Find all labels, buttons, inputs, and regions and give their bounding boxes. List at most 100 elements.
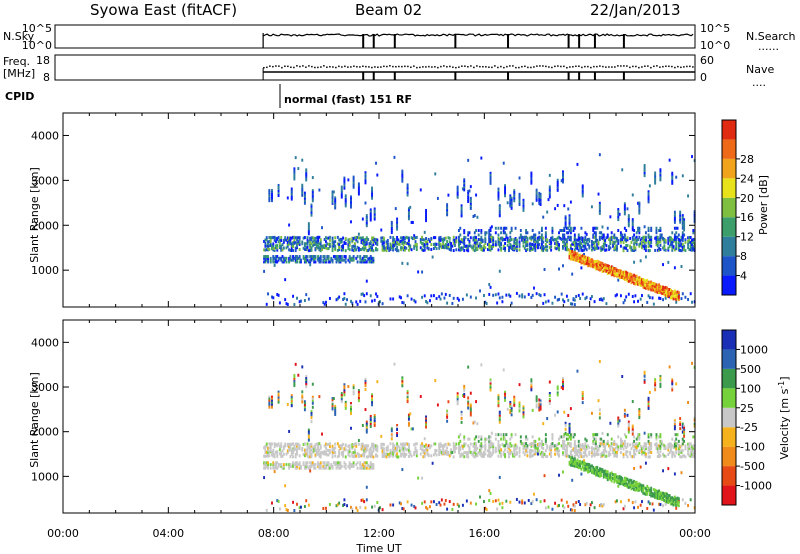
velocity-cell (639, 483, 642, 487)
power-cell (484, 237, 487, 241)
nave-dot (302, 65, 304, 67)
power-cell (468, 231, 471, 235)
power-cell (350, 197, 352, 201)
power-cell (669, 288, 672, 292)
velocity-cell (656, 491, 659, 495)
velocity-cell (605, 470, 608, 474)
power-cell (688, 240, 691, 244)
power-cell (518, 244, 521, 248)
power-cell (604, 269, 607, 273)
power-cell (484, 246, 487, 250)
power-cell (340, 256, 343, 260)
power-cell (691, 248, 693, 252)
velocity-cell (647, 400, 650, 404)
power-cell (267, 246, 269, 250)
power-cell (468, 189, 471, 193)
power-cell (580, 254, 583, 258)
nave-dot (407, 65, 409, 68)
velocity-cell (634, 452, 637, 456)
date-title: 22/Jan/2013 (590, 1, 681, 19)
power-cell (450, 246, 453, 250)
velocity-cell (288, 464, 291, 468)
velocity-cell (334, 408, 337, 412)
velocity-cell (585, 465, 588, 469)
power-cell (326, 242, 329, 246)
power-cell (598, 265, 601, 269)
velocity-cell (365, 422, 368, 426)
power-cell (310, 236, 313, 240)
power-cell (396, 225, 399, 229)
power-cell (613, 266, 616, 270)
power-cell (272, 258, 275, 262)
velocity-cell (542, 455, 545, 459)
power-cell (311, 197, 314, 201)
velocity-cell (319, 444, 322, 448)
velocity-cell (583, 468, 585, 472)
velocity-cell (647, 404, 650, 408)
velocity-cell (469, 411, 472, 415)
power-cell (522, 237, 525, 241)
velocity-cell (473, 449, 476, 453)
velocity-cell (659, 444, 662, 448)
velocity-cell (596, 465, 599, 469)
velocity-cell (336, 463, 339, 467)
velocity-cell (483, 454, 485, 458)
velocity-cell (659, 384, 662, 388)
nave-dot (515, 66, 517, 69)
power-cell (338, 258, 341, 262)
power-cell (647, 294, 650, 298)
power-cell (572, 240, 575, 244)
power-cell (444, 236, 447, 240)
velocity-cell (438, 442, 441, 446)
velocity-cell (497, 404, 500, 408)
power-cell (331, 190, 334, 194)
velocity-cell (577, 448, 580, 452)
power-cell (605, 248, 608, 252)
power-cell (278, 245, 281, 249)
velocity-cell (467, 396, 470, 400)
velocity-cell (584, 463, 587, 467)
power-cell (303, 256, 306, 260)
power-cell (376, 238, 379, 242)
power-cell (529, 244, 532, 248)
power-cell (668, 244, 671, 248)
power-cell (530, 173, 533, 177)
power-cell (505, 226, 508, 230)
power-cell (381, 248, 384, 252)
power-cell (647, 235, 650, 239)
velocity-cell (425, 425, 427, 429)
power-cell (577, 233, 580, 237)
power-cell (267, 240, 269, 244)
power-cell (321, 244, 323, 248)
velocity-cell (439, 449, 442, 453)
nave-dot (518, 66, 520, 69)
velocity-cell (443, 452, 446, 456)
power-cell (635, 238, 638, 242)
velocity-cell (654, 493, 657, 497)
power-cell (675, 235, 678, 239)
power-cell (344, 260, 347, 264)
nave-dot (263, 66, 265, 69)
power-cell (343, 296, 346, 300)
power-cell (522, 204, 525, 208)
nave-dot (395, 65, 397, 68)
power-cell (280, 239, 283, 243)
velocity-cell (498, 412, 501, 416)
power-cell (554, 207, 557, 211)
power-cell (623, 277, 626, 281)
power-cell (402, 236, 405, 240)
power-cell (660, 233, 663, 237)
power-cell (473, 242, 476, 246)
power-cell (351, 258, 354, 262)
power-cell (647, 287, 650, 291)
power-cell (435, 242, 438, 246)
power-cell (361, 246, 364, 250)
velocity-cell (635, 449, 638, 453)
velocity-cell (332, 396, 335, 400)
power-cell (551, 237, 554, 241)
velocity-cell (373, 422, 376, 426)
velocity-cell (361, 498, 364, 502)
power-cell (265, 238, 268, 242)
power-cell (634, 248, 637, 252)
power-cell (326, 247, 329, 251)
